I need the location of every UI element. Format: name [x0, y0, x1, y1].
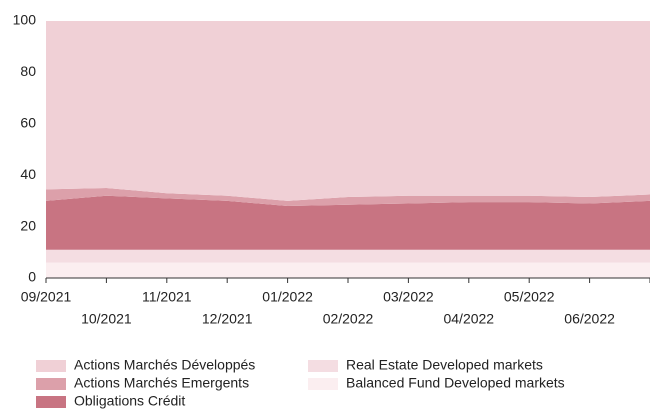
y-tick-label: 0 [28, 269, 36, 285]
legend-swatch [36, 378, 66, 390]
legend-label: Real Estate Developed markets [346, 357, 543, 373]
legend-label: Actions Marchés Développés [74, 357, 255, 373]
area [46, 195, 650, 250]
y-tick-label: 100 [13, 12, 37, 28]
x-tick-label: 04/2022 [443, 311, 494, 327]
y-tick-label: 20 [20, 217, 36, 233]
legend-swatch [36, 360, 66, 372]
x-tick-label: 10/2021 [81, 311, 132, 327]
legend-swatch [308, 360, 338, 372]
legend-label: Actions Marchés Emergents [74, 375, 249, 391]
legend-swatch [308, 378, 338, 390]
y-tick-label: 60 [20, 115, 36, 131]
x-tick-label: 09/2021 [21, 289, 72, 305]
x-tick-label: 06/2022 [564, 311, 615, 327]
legend-label: Balanced Fund Developed markets [346, 375, 565, 391]
y-tick-label: 40 [20, 166, 36, 182]
area [46, 21, 650, 201]
x-tick-label: 02/2022 [323, 311, 374, 327]
y-tick-label: 80 [20, 63, 36, 79]
area [46, 249, 650, 263]
x-tick-label: 03/2022 [383, 289, 434, 305]
x-tick-label: 05/2022 [504, 289, 555, 305]
x-tick-label: 12/2021 [202, 311, 253, 327]
legend-swatch [36, 396, 66, 408]
x-tick-label: 01/2022 [262, 289, 313, 305]
x-tick-label: 11/2021 [142, 289, 192, 305]
area [46, 262, 650, 278]
legend-label: Obligations Crédit [74, 393, 185, 409]
